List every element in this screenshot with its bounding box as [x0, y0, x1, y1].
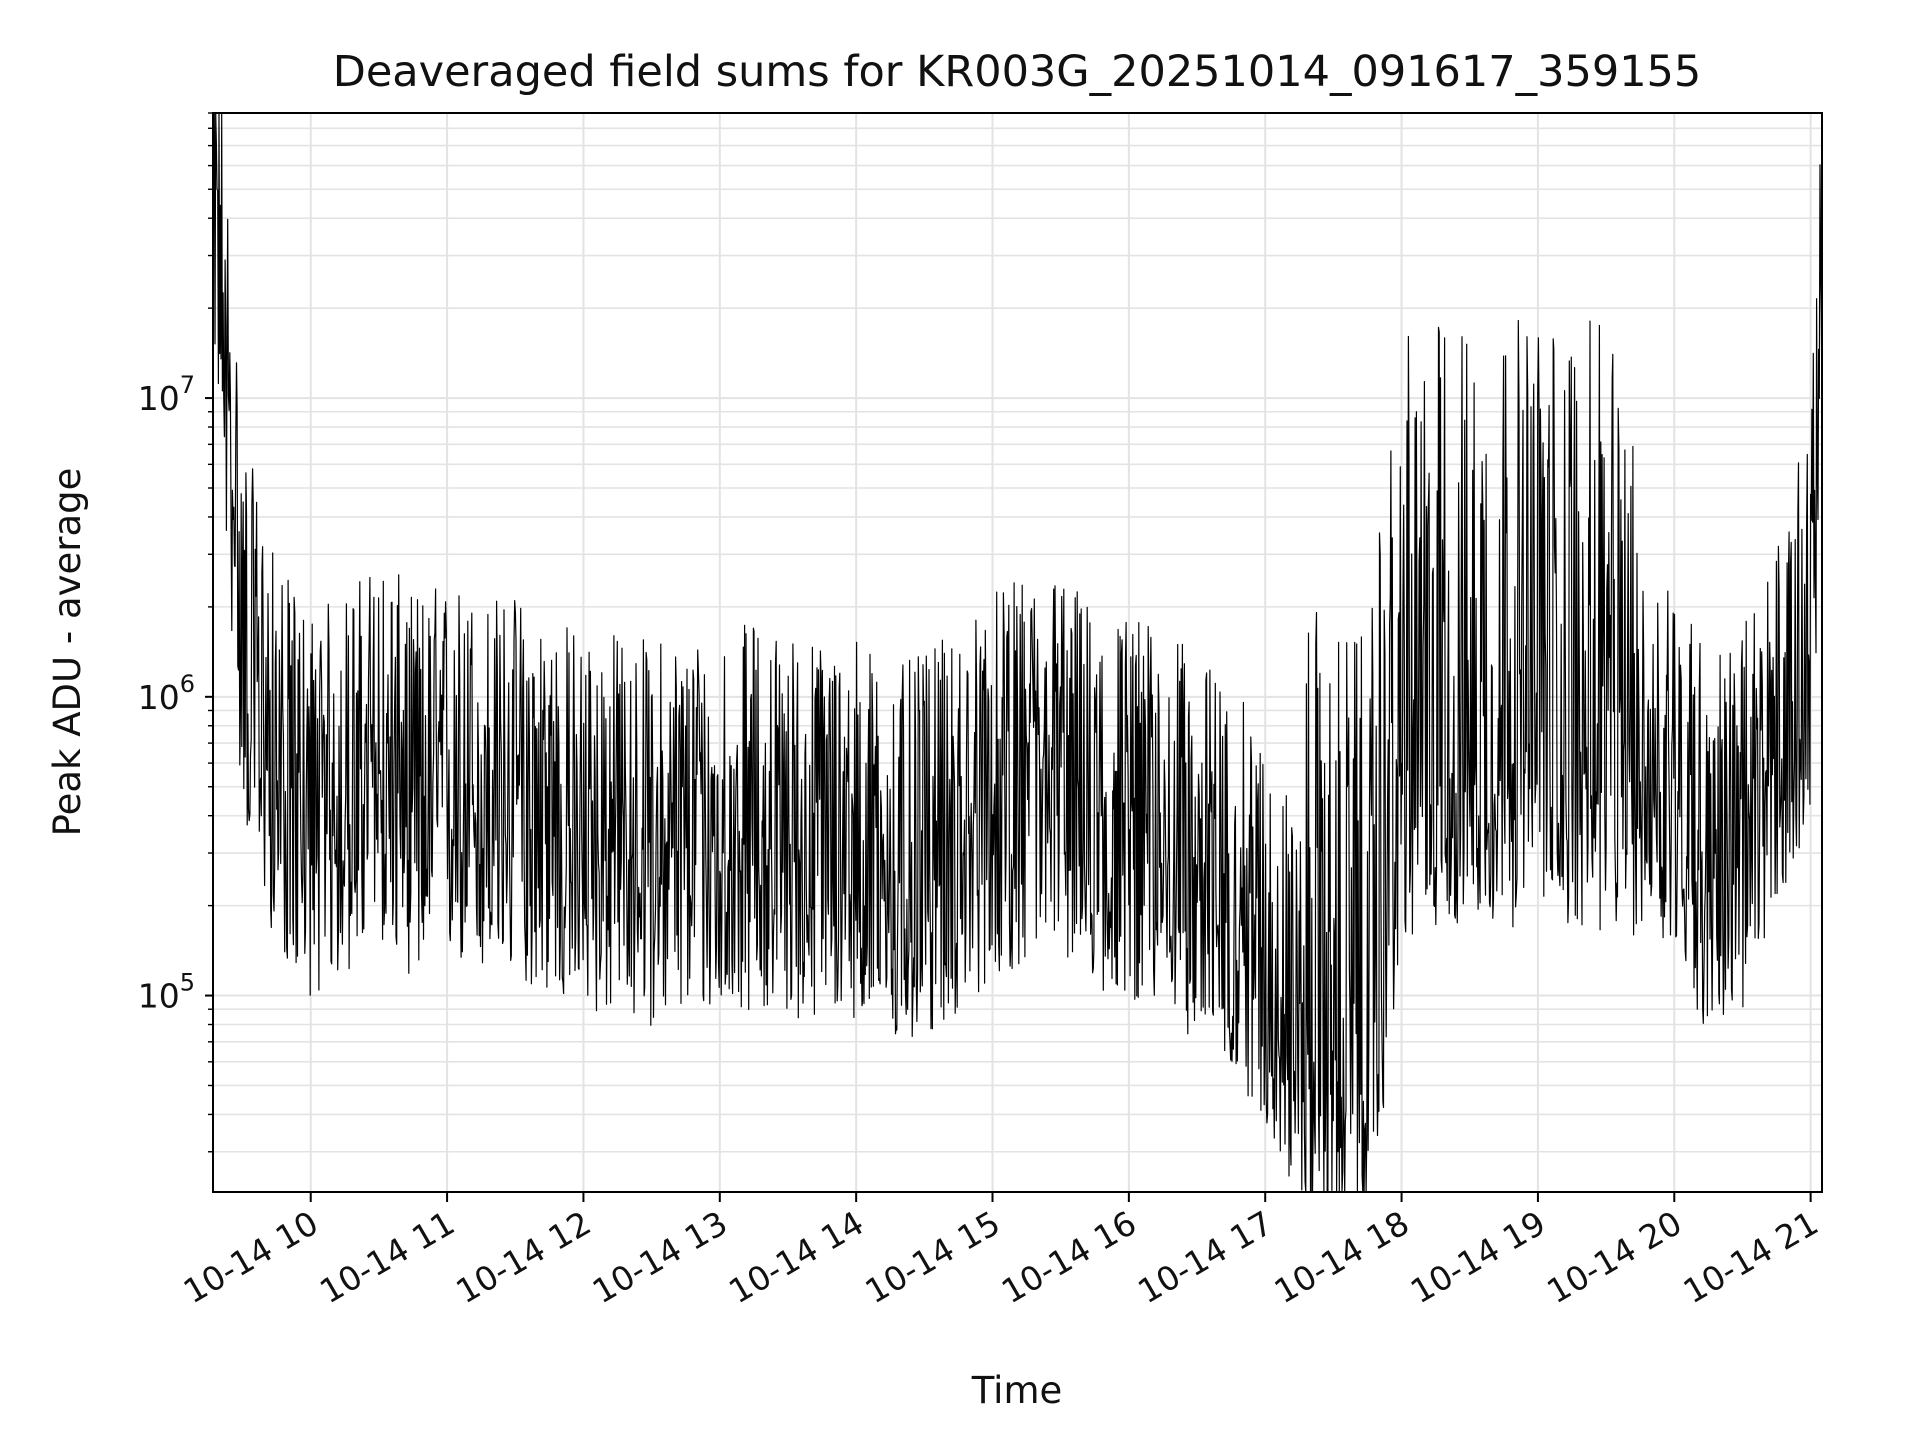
- y-tick-label: 107: [138, 371, 195, 418]
- y-tick-base: 10: [138, 678, 180, 717]
- y-tick-label: 106: [138, 670, 195, 717]
- chart-title: Deaveraged field sums for KR003G_2025101…: [333, 47, 1702, 97]
- y-axis-label: Peak ADU - average: [46, 468, 89, 837]
- series-path: [213, 112, 1823, 1193]
- y-tick-label: 105: [138, 969, 195, 1016]
- series-line: [213, 112, 1823, 1193]
- plot-frame: [212, 112, 1823, 1193]
- y-tick-exponent: 6: [180, 670, 195, 698]
- y-tick-exponent: 5: [180, 969, 195, 997]
- x-axis-label: Time: [971, 1369, 1063, 1412]
- y-tick-base: 10: [138, 977, 180, 1016]
- y-tick-exponent: 7: [180, 371, 195, 399]
- y-tick-base: 10: [138, 379, 180, 418]
